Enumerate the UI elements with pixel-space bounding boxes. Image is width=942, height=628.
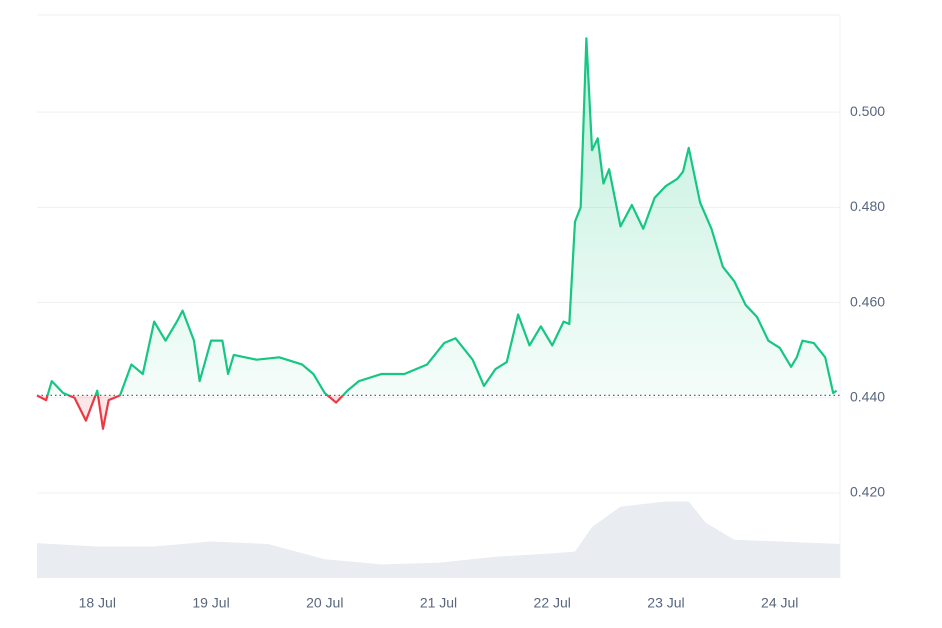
y-tick-label: 0.420 — [850, 484, 885, 500]
y-tick-label: 0.460 — [850, 293, 885, 309]
volume-area — [37, 501, 840, 578]
y-tick-label: 0.440 — [850, 388, 885, 404]
area-above-baseline — [37, 38, 837, 396]
x-tick-label: 19 Jul — [192, 595, 229, 611]
price-line-up — [36, 37, 838, 396]
x-tick-label: 24 Jul — [761, 595, 798, 611]
y-tick-label: 0.500 — [850, 103, 885, 119]
x-tick-label: 20 Jul — [306, 595, 343, 611]
x-tick-label: 22 Jul — [534, 595, 571, 611]
x-tick-label: 23 Jul — [647, 595, 684, 611]
x-tick-label: 18 Jul — [79, 595, 116, 611]
x-tick-label: 21 Jul — [420, 595, 457, 611]
y-tick-label: 0.480 — [850, 198, 885, 214]
